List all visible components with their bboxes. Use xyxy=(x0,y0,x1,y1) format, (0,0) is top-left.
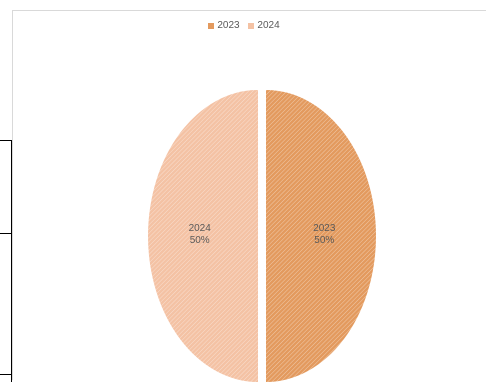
legend: 2023 2024 xyxy=(0,20,488,31)
left-gutter-lines xyxy=(0,0,12,382)
chart-area xyxy=(12,10,486,380)
pie-slice-2024 xyxy=(148,90,258,382)
pie-slice-2023 xyxy=(266,90,376,382)
gutter-line xyxy=(0,140,12,141)
legend-label: 2024 xyxy=(257,20,280,31)
data-label-name: 2023 xyxy=(313,223,336,234)
legend-swatch-2024 xyxy=(248,22,255,29)
gutter-line xyxy=(11,140,12,382)
legend-label: 2023 xyxy=(217,20,240,31)
legend-item-2024: 2024 xyxy=(248,20,280,31)
data-label-percent: 50% xyxy=(190,235,210,246)
legend-item-2023: 2023 xyxy=(208,20,240,31)
data-label-percent: 50% xyxy=(314,235,334,246)
data-label-name: 2024 xyxy=(189,223,212,234)
legend-swatch-2023 xyxy=(208,22,215,29)
gutter-line xyxy=(0,233,12,234)
gutter-line xyxy=(0,374,12,375)
